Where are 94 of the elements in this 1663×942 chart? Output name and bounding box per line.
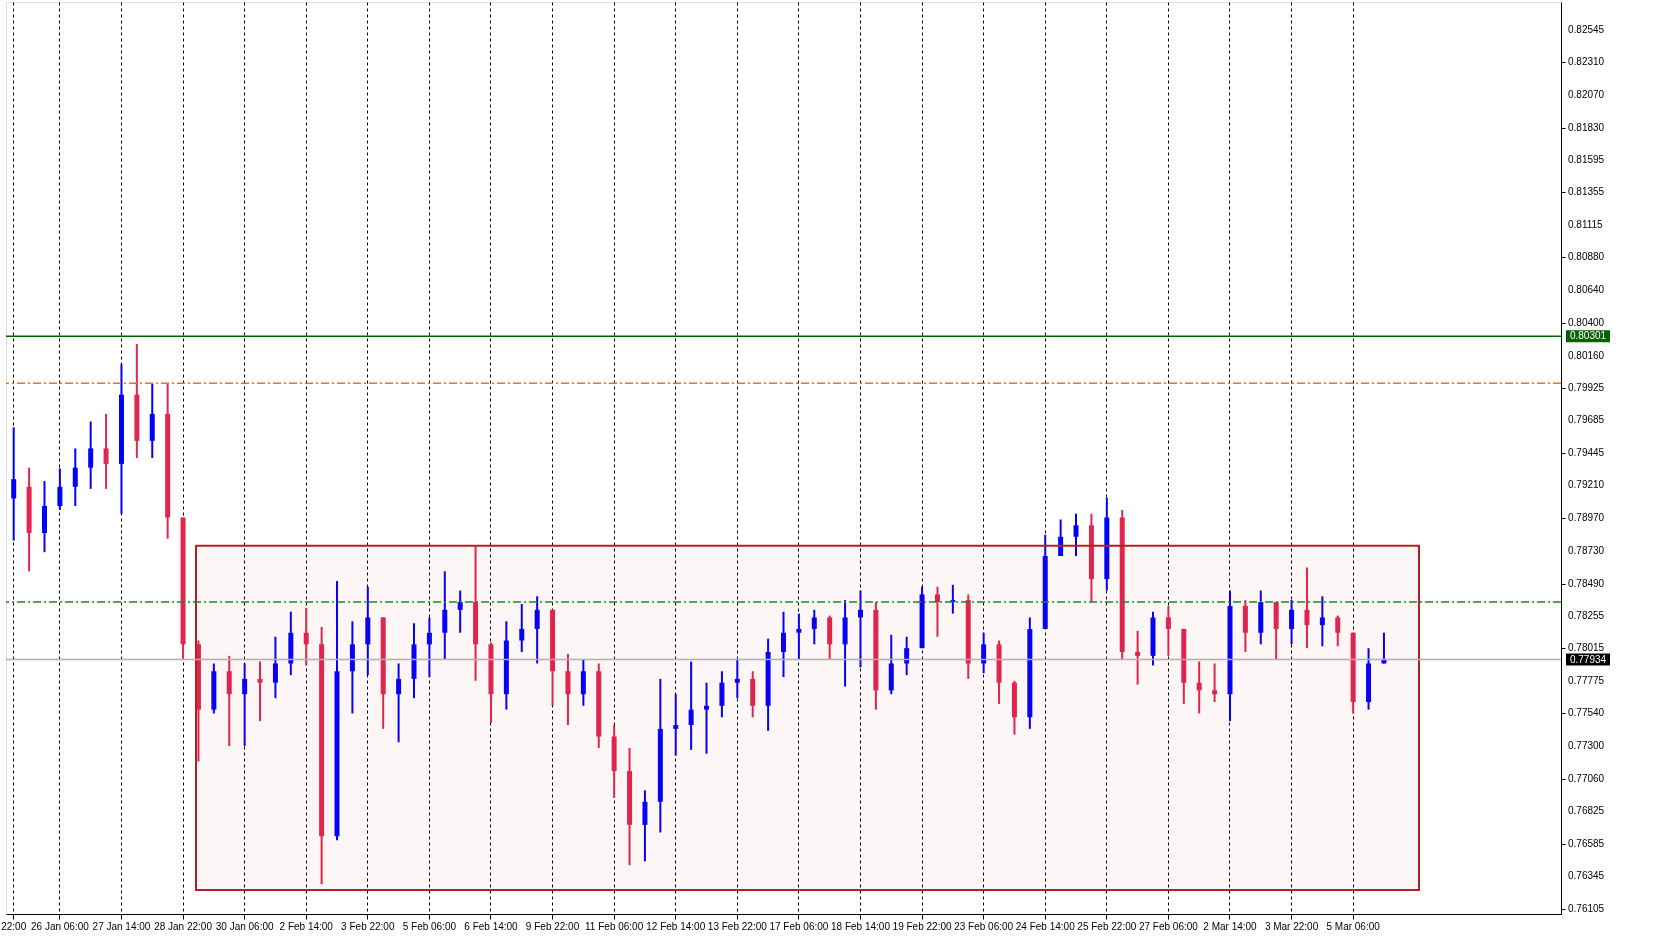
y-tick-label: 0.76585: [1568, 837, 1605, 849]
candlestick: [1289, 599, 1295, 646]
candlestick: [396, 662, 402, 744]
x-tick-label: 19 Feb 22:00: [892, 920, 952, 932]
x-tick-label: 5 Mar 06:00: [1326, 920, 1381, 932]
y-tick-label: 0.79445: [1568, 447, 1605, 459]
candlestick: [1212, 662, 1218, 703]
y-tick-label: 0.80880: [1568, 251, 1605, 263]
candlestick: [272, 635, 278, 700]
candlestick: [934, 585, 940, 638]
candlestick: [242, 662, 248, 748]
x-tick-label: 11 Feb 06:00: [585, 920, 644, 932]
x-tick-label: 17 Feb 06:00: [769, 920, 829, 932]
x-tick-label: 28 Jan 22:00: [154, 920, 213, 932]
candlestick: [796, 612, 802, 661]
x-tick-label: 9 Feb 22:00: [525, 920, 580, 932]
candlestick: [72, 447, 78, 508]
candlestick: [57, 467, 63, 511]
y-tick-label: 0.79685: [1568, 414, 1605, 426]
y-tick-label: 0.79925: [1568, 381, 1605, 393]
x-tick-label: 12 Feb 14:00: [646, 920, 706, 932]
candlestick: [257, 660, 263, 723]
x-tick-label: 13 Feb 22:00: [707, 920, 768, 932]
y-tick-label: 0.81355: [1568, 186, 1605, 198]
ref-line-label: 0.77934: [1569, 653, 1607, 665]
candlestick: [857, 589, 863, 669]
candlestick: [688, 660, 694, 751]
y-tick-label: 0.81595: [1568, 153, 1605, 165]
candlestick: [1058, 518, 1064, 558]
candlestick: [811, 608, 817, 646]
candlestick: [1073, 512, 1079, 558]
y-tick-label: 0.77775: [1568, 675, 1605, 687]
y-tick-label: 0.76345: [1568, 870, 1605, 882]
y-tick-label: 0.78490: [1568, 577, 1605, 589]
candlestick: [565, 652, 571, 727]
y-tick-label: 0.82310: [1568, 56, 1605, 68]
x-tick-label: 23 Feb 06:00: [954, 920, 1014, 932]
candlestick: [580, 658, 586, 707]
y-tick-label: 0.82070: [1568, 88, 1605, 100]
candlestick: [303, 606, 309, 667]
candlestick: [103, 412, 109, 490]
x-tick-label: 6 Feb 14:00: [464, 920, 519, 932]
y-tick-label: 0.77300: [1568, 740, 1605, 752]
candlestick: [11, 426, 17, 542]
candlestick: [704, 681, 710, 755]
candlestick: [442, 570, 448, 661]
x-tick-label: 26 Jan 06:00: [30, 920, 90, 932]
y-tick-label: 0.77060: [1568, 772, 1605, 784]
x-tick-label: 22:00: [1, 920, 27, 932]
candlestick: [426, 616, 432, 678]
candlestick: [719, 670, 725, 719]
x-tick-label: 2 Mar 14:00: [1203, 920, 1258, 932]
candlestick: [1165, 605, 1171, 657]
candlestick: [1196, 660, 1202, 715]
x-tick-label: 24 Feb 14:00: [1015, 920, 1076, 932]
candlestick: [519, 602, 525, 653]
x-tick-label: 2 Feb 14:00: [279, 920, 334, 932]
y-tick-label: 0.77540: [1568, 707, 1605, 719]
x-tick-label: 18 Feb 14:00: [831, 920, 891, 932]
candlestick: [904, 635, 910, 677]
x-tick-label: 27 Jan 14:00: [92, 920, 151, 932]
y-tick-label: 0.78730: [1568, 544, 1605, 556]
candlestick: [781, 610, 786, 678]
candlestick: [1304, 566, 1310, 650]
candlestick: [642, 789, 648, 863]
x-tick-label: 30 Jan 06:00: [215, 920, 274, 932]
x-tick-label: 5 Feb 06:00: [402, 920, 457, 932]
y-tick-label: 0.78015: [1568, 642, 1605, 654]
candlestick: [1319, 595, 1325, 648]
y-tick-label: 0.79210: [1568, 479, 1605, 491]
candlestick: [534, 595, 540, 665]
candlestick: [1135, 629, 1141, 686]
y-tick-label: 0.76105: [1568, 903, 1605, 915]
y-tick-label: 0.76825: [1568, 804, 1605, 816]
x-tick-label: 3 Mar 22:00: [1264, 920, 1319, 932]
ref-line-label: 0.80301: [1569, 330, 1607, 342]
y-tick-label: 0.81830: [1568, 121, 1605, 133]
x-tick-label: 3 Feb 22:00: [341, 920, 395, 932]
y-tick-label: 0.80400: [1568, 316, 1605, 328]
candlestick: [981, 631, 987, 675]
y-tick-label: 0.81115: [1568, 219, 1604, 231]
y-tick-label: 0.78970: [1568, 512, 1605, 524]
candlestick: [673, 693, 679, 757]
x-tick-label: 27 Feb 06:00: [1138, 920, 1199, 932]
candlestick: [1335, 614, 1341, 648]
y-tick-label: 0.80160: [1568, 349, 1605, 361]
x-tick-label: 25 Feb 22:00: [1077, 920, 1137, 932]
candlestick: [457, 589, 463, 634]
candlestick: [88, 420, 94, 490]
candlestick: [734, 658, 740, 700]
candlestick: [226, 654, 232, 748]
y-tick-label: 0.80640: [1568, 284, 1605, 296]
y-tick-label: 0.78255: [1568, 609, 1605, 621]
y-tick-label: 0.82545: [1568, 23, 1605, 35]
